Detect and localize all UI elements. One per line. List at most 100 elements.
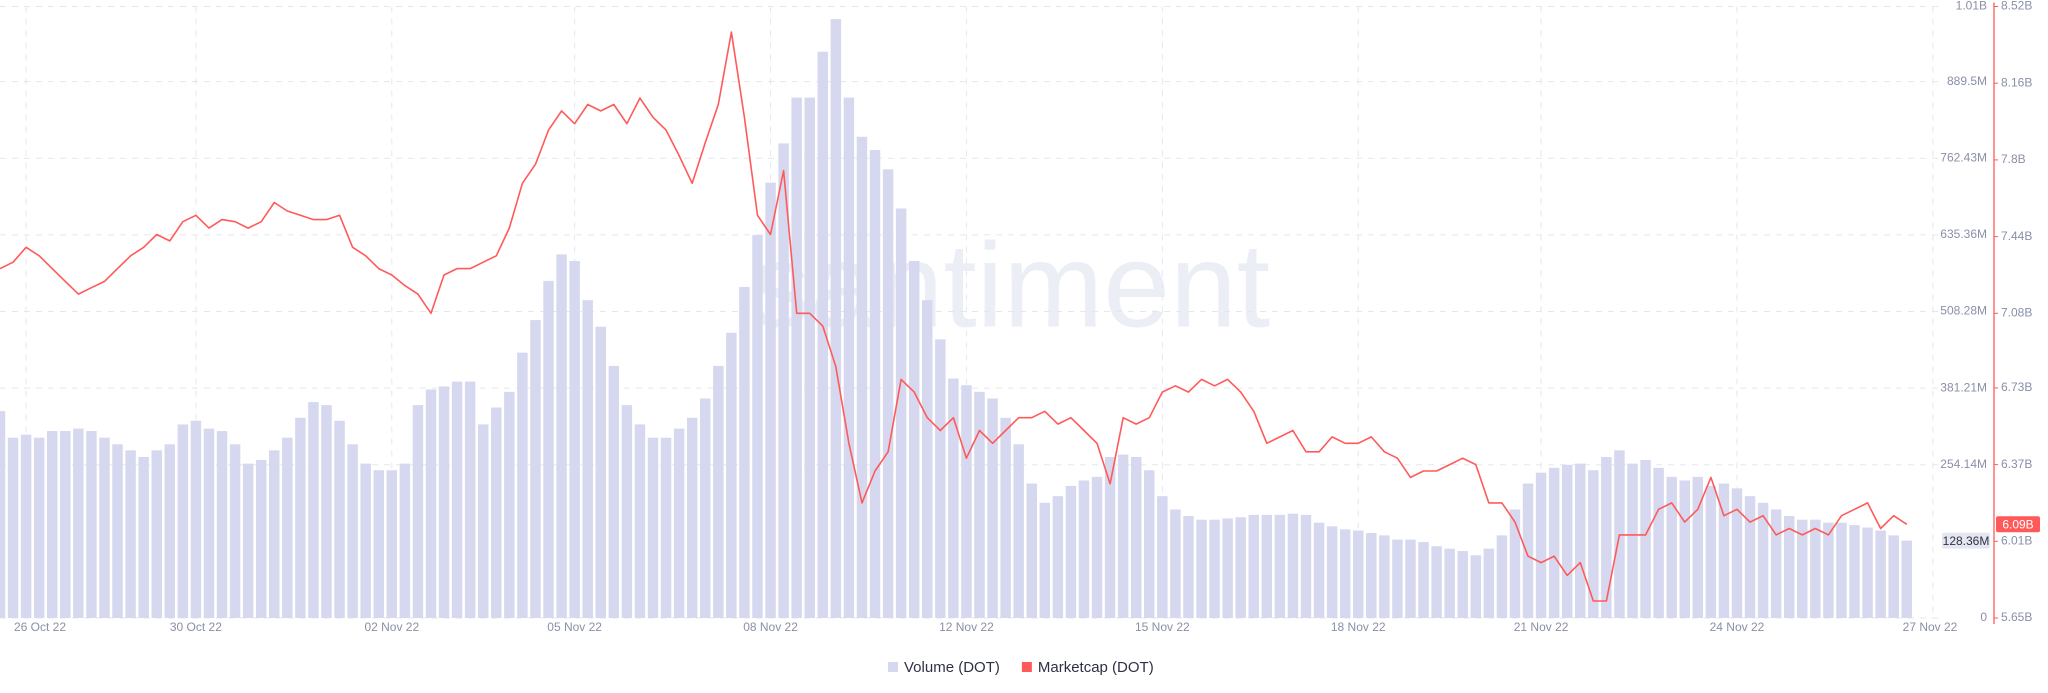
volume-bar bbox=[700, 398, 711, 618]
volume-bar bbox=[765, 182, 776, 618]
volume-bar bbox=[647, 437, 659, 618]
volume-bar bbox=[686, 417, 698, 618]
volume-bar bbox=[99, 437, 110, 618]
volume-bar bbox=[151, 450, 162, 618]
volume-bar bbox=[164, 444, 176, 618]
volume-bar bbox=[86, 431, 97, 618]
volume-bar bbox=[752, 235, 763, 618]
volume-bar bbox=[739, 286, 750, 618]
volume-bar bbox=[1640, 459, 1651, 618]
volume-bar bbox=[660, 437, 672, 618]
volume-bar bbox=[1405, 539, 1416, 618]
volume-bar bbox=[203, 428, 215, 618]
volume-bar bbox=[987, 398, 998, 618]
volume-bar bbox=[360, 463, 371, 618]
volume-bar bbox=[1326, 526, 1338, 618]
volume-bar bbox=[1287, 513, 1299, 618]
volume-bar bbox=[1901, 540, 1912, 618]
volume-bar bbox=[464, 381, 476, 618]
x-tick-label: 12 Nov 22 bbox=[939, 620, 994, 634]
volume-bar bbox=[1535, 472, 1547, 618]
volume-bar bbox=[1431, 546, 1442, 618]
volume-bar bbox=[1222, 518, 1233, 618]
volume-bar bbox=[1248, 514, 1259, 618]
volume-bar bbox=[1039, 502, 1051, 618]
volume-bar bbox=[1561, 464, 1573, 618]
volume-bar bbox=[438, 386, 450, 618]
volume-bar bbox=[569, 260, 580, 618]
volume-bar bbox=[334, 420, 345, 618]
volume-bar bbox=[1261, 514, 1273, 618]
volume-bar bbox=[882, 169, 894, 618]
volume-bar bbox=[1144, 470, 1155, 618]
volume-bar bbox=[895, 208, 907, 618]
volume-bar bbox=[804, 97, 815, 618]
volume-bar bbox=[1274, 514, 1286, 618]
last-value-box bbox=[1942, 532, 1990, 549]
volume-bar bbox=[216, 431, 228, 618]
legend-item[interactable]: Volume (DOT) bbox=[888, 659, 1000, 676]
volume-bar bbox=[1013, 444, 1024, 618]
volume-bar bbox=[308, 402, 319, 618]
volume-bar bbox=[1130, 456, 1142, 618]
volume-bar bbox=[1875, 530, 1886, 618]
volume-bar bbox=[399, 463, 411, 618]
volume-bar bbox=[856, 136, 868, 618]
volume-bar bbox=[1705, 485, 1717, 618]
volume-bar bbox=[321, 405, 332, 618]
volume-bar bbox=[1666, 476, 1677, 618]
volume-bar bbox=[1104, 456, 1116, 618]
volume-bar bbox=[713, 365, 724, 618]
volume-bar bbox=[1065, 485, 1077, 618]
legend-item[interactable]: Marketcap (DOT) bbox=[1021, 659, 1154, 676]
volume-bar bbox=[0, 411, 6, 618]
last-value-box bbox=[1996, 516, 2040, 533]
volume-bar bbox=[582, 300, 593, 618]
y2-tick-label: 7.08B bbox=[2001, 305, 2032, 319]
y-tick-label: 635.36M bbox=[1940, 227, 1987, 241]
y-tick-label: 381.21M bbox=[1940, 380, 1987, 394]
marketcap-line bbox=[0, 31, 1908, 602]
volume-bar bbox=[556, 254, 567, 618]
volume-bar bbox=[138, 456, 149, 618]
volume-bar bbox=[1470, 555, 1482, 618]
volume-bar bbox=[255, 459, 267, 618]
y2-tick-label: 7.44B bbox=[2001, 229, 2032, 243]
volume-bar bbox=[1300, 514, 1312, 618]
volume-bar bbox=[961, 385, 972, 618]
volume-bar bbox=[20, 434, 32, 618]
volume-bar bbox=[1235, 517, 1246, 618]
volume-bar bbox=[1731, 488, 1743, 618]
volume-bar bbox=[33, 437, 45, 618]
volume-bar bbox=[1679, 480, 1690, 618]
volume-bar bbox=[621, 405, 633, 618]
y2-tick-label: 7.8B bbox=[2001, 152, 2026, 166]
x-tick-label: 27 Nov 22 bbox=[1903, 620, 1958, 634]
volume-bar bbox=[1627, 463, 1638, 618]
volume-bar bbox=[504, 391, 515, 618]
y-tick-label: 762.43M bbox=[1940, 150, 1987, 164]
volume-bar bbox=[177, 424, 189, 618]
y2-tick-label: 8.52B bbox=[2001, 0, 2032, 13]
x-tick-label: 24 Nov 22 bbox=[1710, 620, 1765, 634]
volume-bar bbox=[451, 381, 463, 618]
volume-bar bbox=[1117, 454, 1129, 618]
volume-bar bbox=[125, 450, 136, 618]
volume-bar bbox=[1379, 535, 1390, 618]
volume-bar bbox=[60, 431, 71, 618]
last-value-label: 128.36M bbox=[1943, 534, 1990, 548]
volume-bar bbox=[190, 420, 202, 618]
volume-bar bbox=[1509, 509, 1521, 618]
volume-bar bbox=[1810, 519, 1821, 618]
volume-bar bbox=[935, 339, 946, 618]
volume-bar bbox=[1770, 509, 1782, 618]
volume-bar bbox=[1209, 519, 1220, 618]
volume-bar bbox=[1183, 516, 1194, 618]
x-tick-label: 05 Nov 22 bbox=[547, 620, 602, 634]
volume-bar bbox=[517, 352, 528, 618]
volume-bar bbox=[477, 424, 489, 618]
volume-bar bbox=[843, 97, 855, 618]
volume-bar bbox=[425, 389, 437, 618]
legend-swatch bbox=[888, 662, 898, 672]
volume-bar bbox=[1483, 548, 1495, 618]
